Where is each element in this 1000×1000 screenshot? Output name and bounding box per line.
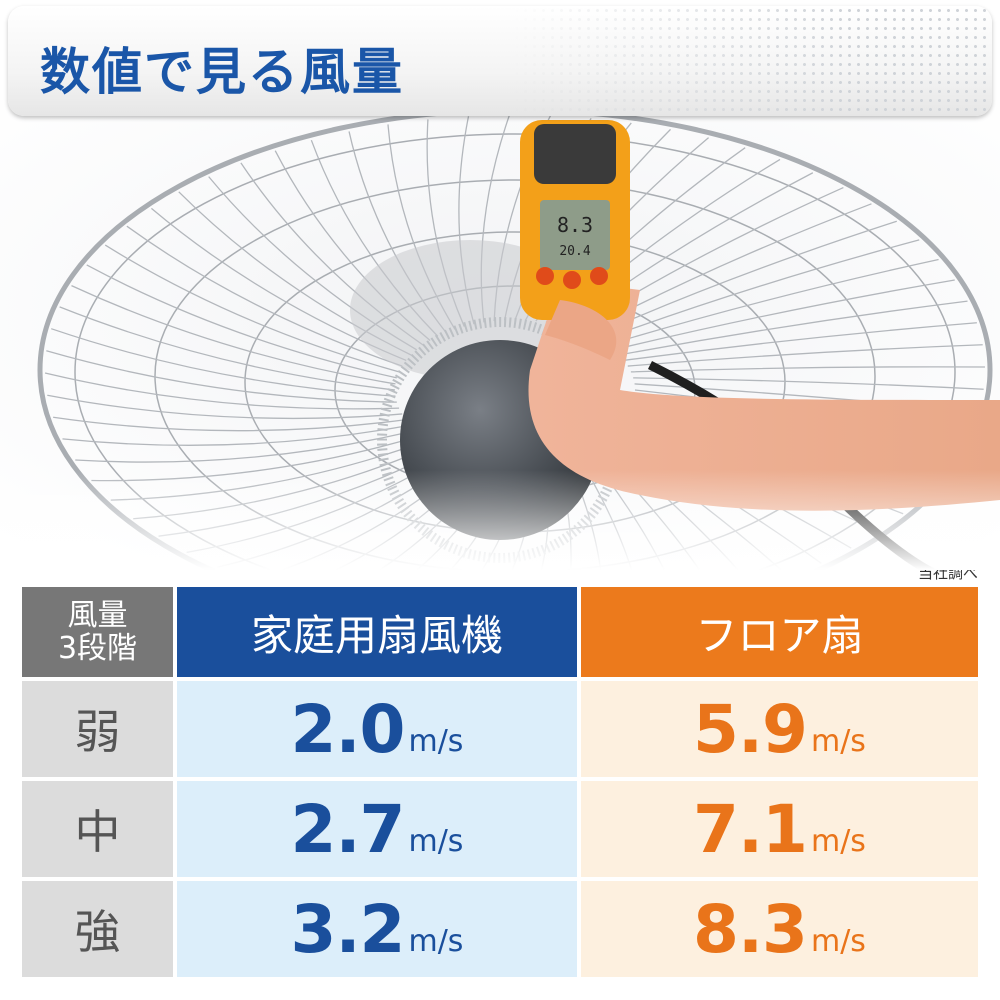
value-home-weak: 2.0 m/s [177, 681, 577, 777]
wind-speed-table: 風量 3段階 家庭用扇風機 フロア扇 弱 2.0 m/s 5.9 m/s 中 2… [22, 587, 978, 977]
meter-reading: 8.3 [557, 213, 593, 237]
value-number: 2.7 [290, 790, 406, 868]
value-floor-weak: 5.9 m/s [581, 681, 978, 777]
value-home-medium: 2.7 m/s [177, 781, 577, 877]
value-unit: m/s [810, 923, 866, 959]
column-header-floor-fan: フロア扇 [581, 587, 978, 677]
meter-reading-small: 20.4 [559, 244, 590, 259]
value-unit: m/s [408, 723, 464, 759]
value-number: 8.3 [693, 890, 808, 968]
corner-header-line2: 3段階 [57, 631, 138, 666]
value-number: 2.0 [290, 690, 406, 768]
page-title: 数値で見る風量 [40, 43, 404, 101]
title-banner: 数値で見る風量 [8, 6, 992, 116]
banner-dot-pattern [512, 6, 992, 116]
value-unit: m/s [408, 923, 464, 959]
row-label-strong: 強 [22, 881, 173, 977]
value-unit: m/s [810, 823, 866, 859]
value-unit: m/s [810, 723, 866, 759]
value-number: 5.9 [693, 690, 808, 768]
column-header-home-fan: 家庭用扇風機 [177, 587, 577, 677]
value-floor-medium: 7.1 m/s [581, 781, 978, 877]
value-unit: m/s [408, 823, 464, 859]
value-number: 3.2 [290, 890, 406, 968]
value-home-strong: 3.2 m/s [177, 881, 577, 977]
corner-header-line1: 風量 [67, 598, 128, 633]
fan-illustration: 8.3 20.4 [0, 100, 1000, 570]
row-label-medium: 中 [22, 781, 173, 877]
fan-photo: 8.3 20.4 [0, 100, 1000, 570]
corner-header: 風量 3段階 [22, 587, 173, 677]
value-number: 7.1 [693, 790, 808, 868]
row-label-weak: 弱 [22, 681, 173, 777]
value-floor-strong: 8.3 m/s [581, 881, 978, 977]
